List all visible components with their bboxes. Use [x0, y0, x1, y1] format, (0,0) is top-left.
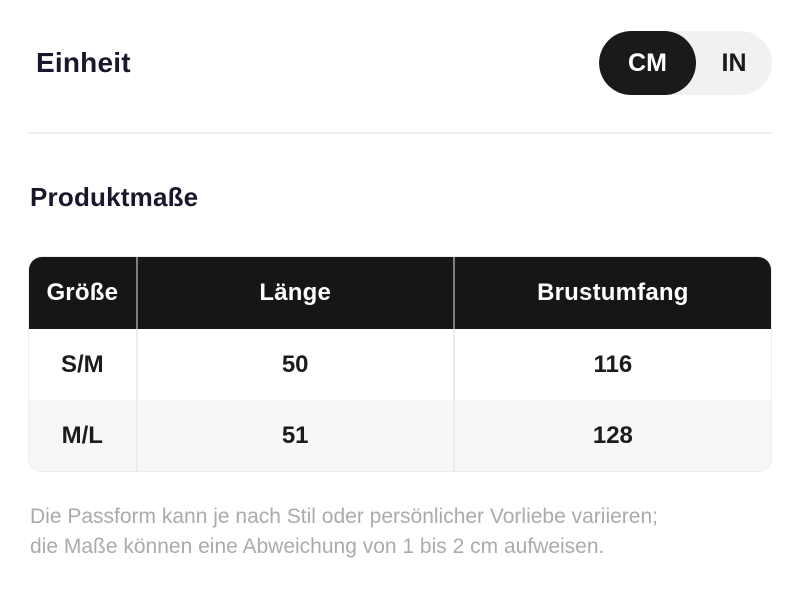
header-row: Größe Länge Brustumfang	[29, 257, 771, 329]
unit-heading: Einheit	[36, 47, 131, 78]
cell-size: S/M	[29, 329, 137, 400]
cell-length: 50	[135, 329, 454, 400]
cell-chest: 116	[452, 329, 771, 400]
size-table: Größe Länge Brustumfang S/M 50 116 M/L 5…	[29, 257, 771, 471]
product-measurements-heading: Produktmaße	[30, 182, 199, 212]
unit-toggle[interactable]: CM IN	[599, 31, 772, 95]
fit-disclaimer-line-2: die Maße können eine Abweichung von 1 bi…	[30, 535, 605, 558]
unit-option-in[interactable]: IN	[696, 31, 772, 95]
column-header-chest: Brustumfang	[452, 257, 771, 329]
size-table-header: Größe Länge Brustumfang	[29, 257, 771, 329]
cell-length: 51	[135, 400, 454, 471]
cell-chest: 128	[452, 400, 771, 471]
unit-section: Einheit CM IN	[28, 30, 772, 96]
size-chart-panel: Einheit CM IN Produktmaße Größe Länge Br…	[0, 30, 800, 562]
fit-disclaimer-note: Die Passform kann je nach Stil oder pers…	[30, 502, 772, 562]
table-row: M/L 51 128	[29, 400, 771, 471]
column-header-length: Länge	[135, 257, 454, 329]
section-divider	[28, 132, 772, 134]
size-table-container: Größe Länge Brustumfang S/M 50 116 M/L 5…	[28, 256, 772, 472]
unit-option-cm[interactable]: CM	[599, 31, 696, 95]
cell-size: M/L	[29, 400, 137, 471]
fit-disclaimer-line-1: Die Passform kann je nach Stil oder pers…	[30, 505, 658, 528]
column-header-size: Größe	[29, 257, 137, 329]
table-row: S/M 50 116	[29, 329, 771, 400]
